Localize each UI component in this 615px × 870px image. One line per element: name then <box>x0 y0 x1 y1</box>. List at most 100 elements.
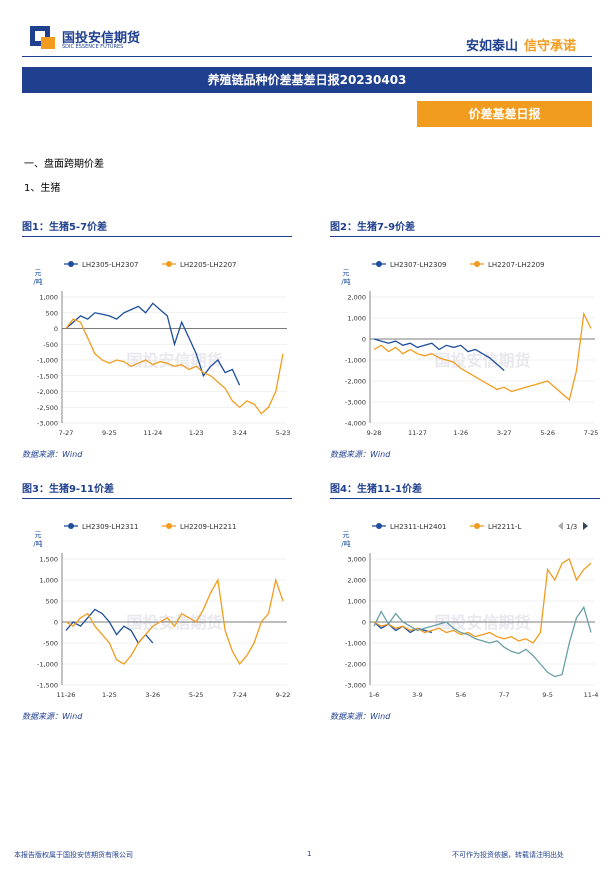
y-unit: 元 <box>343 531 350 539</box>
y-tick-label: -2,000 <box>345 661 366 669</box>
pager-prev <box>558 522 563 530</box>
y-tick-label: 1,500 <box>39 556 58 564</box>
legend-swatch <box>68 523 74 529</box>
subsection-heading: 1、生猪 <box>24 183 61 194</box>
legend-swatch <box>376 523 382 529</box>
legend-swatch <box>166 523 172 529</box>
banner: 养殖链品种价差基差日报20230403 <box>22 67 592 93</box>
series-line <box>373 605 592 678</box>
series-line <box>373 338 505 371</box>
chart-source: 数据来源：Wind <box>330 450 391 459</box>
chart-title: 图2：生猪7-9价差 <box>330 222 416 233</box>
y-tick-label: -1,000 <box>37 357 58 365</box>
y-tick-label: -1,000 <box>345 640 366 648</box>
y-tick-label: 0 <box>54 325 58 333</box>
title-rule <box>330 498 600 499</box>
x-tick-label: 7-25 <box>584 429 599 437</box>
legend-swatch <box>376 261 382 267</box>
legend-pager: 1/3 <box>566 523 577 531</box>
chart-source: 数据来源：Wind <box>22 712 83 721</box>
x-tick-label: 1-25 <box>102 691 117 699</box>
x-tick-label: 11-27 <box>408 429 427 437</box>
x-tick-label: 9-28 <box>367 429 382 437</box>
y-tick-label: 3,000 <box>347 556 366 564</box>
title-rule <box>330 236 600 237</box>
pager-next <box>583 522 588 530</box>
x-tick-label: 11-24 <box>143 429 162 437</box>
y-tick-label: 1,000 <box>347 598 366 606</box>
legend-label: LH2207-LH2209 <box>488 261 544 269</box>
logo-icon <box>30 26 55 49</box>
x-tick-label: 3-9 <box>412 691 423 699</box>
x-tick-label: 7-27 <box>59 429 74 437</box>
y-tick-label: -3,000 <box>37 420 58 428</box>
y-tick-label: -500 <box>43 640 58 648</box>
series-line <box>65 577 284 666</box>
y-tick-label: -4,000 <box>345 420 366 428</box>
y-unit: 元 <box>343 269 350 277</box>
series-line <box>373 621 433 634</box>
x-tick-label: 5-25 <box>189 691 204 699</box>
legend-swatch <box>166 261 172 267</box>
legend-label: LH2209-LH2211 <box>180 523 236 531</box>
y-tick-label: 0 <box>362 336 366 344</box>
watermark: 国投安信期货 <box>126 613 222 632</box>
x-tick-label: 5-6 <box>455 691 466 699</box>
legend-swatch <box>474 261 480 267</box>
x-tick-label: 3-27 <box>497 429 512 437</box>
chart: 国投安信期货 1,000 500 0 -500 -1,000 -1,500 -2,000 -2,… <box>33 261 291 437</box>
watermark: 国投安信期货 <box>434 613 530 632</box>
x-tick-label: 3-24 <box>232 429 247 437</box>
y-unit: 元 <box>35 269 42 277</box>
x-tick-label: 1-23 <box>189 429 204 437</box>
y-tick-label: -3,000 <box>345 682 366 690</box>
legend-label: LH2307-LH2309 <box>390 261 446 269</box>
slogan: 安如泰山 <box>466 39 519 54</box>
x-tick-label: 9-22 <box>276 691 291 699</box>
chart: 国投安信期货 2,000 1,000 0 -1,000 -2,000 -3,000 -4,00… <box>341 261 599 437</box>
page-number: 1 <box>307 850 312 858</box>
series-line <box>373 558 592 644</box>
legend-swatch <box>68 261 74 267</box>
y-unit: /吨 <box>33 539 42 548</box>
y-tick-label: -1,000 <box>37 661 58 669</box>
series-line <box>373 311 592 402</box>
legend-label: LH2205-LH2207 <box>180 261 236 269</box>
x-tick-label: 5-26 <box>540 429 555 437</box>
legend-swatch <box>474 523 480 529</box>
chart: 国投安信期货 3,000 2,000 1,000 0 -1,000 -2,000 -3,000… <box>341 522 598 699</box>
title-rule <box>22 498 292 499</box>
chart: 国投安信期货 1,500 1,000 500 0 -500 -1,000 -1,50011-2… <box>33 523 291 699</box>
y-tick-label: 500 <box>46 309 58 317</box>
title-rule <box>22 236 292 237</box>
chart-title: 图4：生猪11-1价差 <box>330 484 422 495</box>
y-tick-label: 500 <box>46 598 58 606</box>
y-tick-label: -500 <box>43 341 58 349</box>
y-unit: /吨 <box>341 277 350 286</box>
x-tick-label: 9-5 <box>542 691 553 699</box>
chart-source: 数据来源：Wind <box>330 712 391 721</box>
chart-title: 图3：生猪9-11价差 <box>22 484 114 495</box>
footer-left: 本报告版权属于国投安信期货有限公司 <box>14 851 133 859</box>
x-tick-label: 1-26 <box>453 429 468 437</box>
x-tick-label: 3-26 <box>145 691 160 699</box>
chart-source: 数据来源：Wind <box>22 450 83 459</box>
y-tick-label: -2,000 <box>345 378 366 386</box>
legend-label: LH2311-LH2401 <box>390 523 446 531</box>
y-unit: /吨 <box>341 539 350 548</box>
y-tick-label: -2,500 <box>37 404 58 412</box>
section-heading: 一、盘面跨期价差 <box>24 159 104 170</box>
series-line <box>65 318 284 415</box>
y-tick-label: -3,000 <box>345 399 366 407</box>
footer-right: 不可作为投资依据，转载请注明出处 <box>452 851 564 859</box>
y-tick-label: -1,000 <box>345 357 366 365</box>
x-tick-label: 5-23 <box>276 429 291 437</box>
y-tick-label: -1,500 <box>37 682 58 690</box>
legend-label: LH2211-L <box>488 523 522 531</box>
y-unit: /吨 <box>33 277 42 286</box>
slogan: 信守承诺 <box>524 39 577 54</box>
x-tick-label: 7-7 <box>499 691 510 699</box>
y-tick-label: 1,000 <box>347 315 366 323</box>
y-tick-label: -2,000 <box>37 388 58 396</box>
